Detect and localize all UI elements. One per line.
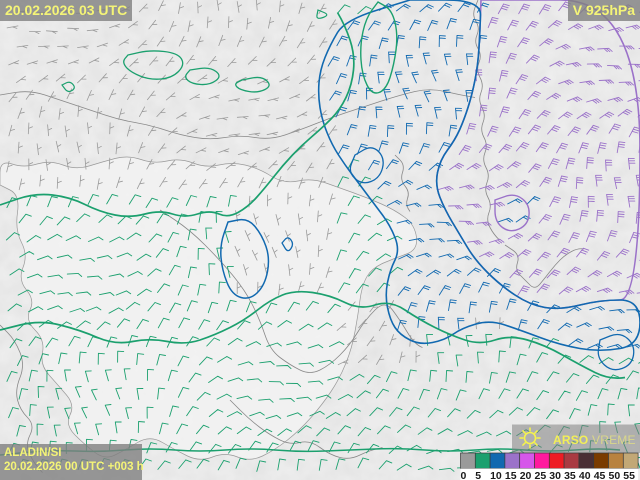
svg-text:25: 25 xyxy=(535,470,547,480)
svg-text:35: 35 xyxy=(564,470,576,480)
svg-text:5: 5 xyxy=(475,470,481,480)
svg-text:15: 15 xyxy=(505,470,517,480)
svg-text:30: 30 xyxy=(549,470,561,480)
svg-text:10: 10 xyxy=(490,470,502,480)
svg-text:40: 40 xyxy=(579,470,591,480)
svg-text:0: 0 xyxy=(461,470,467,480)
svg-text:45: 45 xyxy=(594,470,606,480)
svg-text:55: 55 xyxy=(623,470,635,480)
svg-text:50: 50 xyxy=(609,470,621,480)
svg-text:20: 20 xyxy=(520,470,532,480)
